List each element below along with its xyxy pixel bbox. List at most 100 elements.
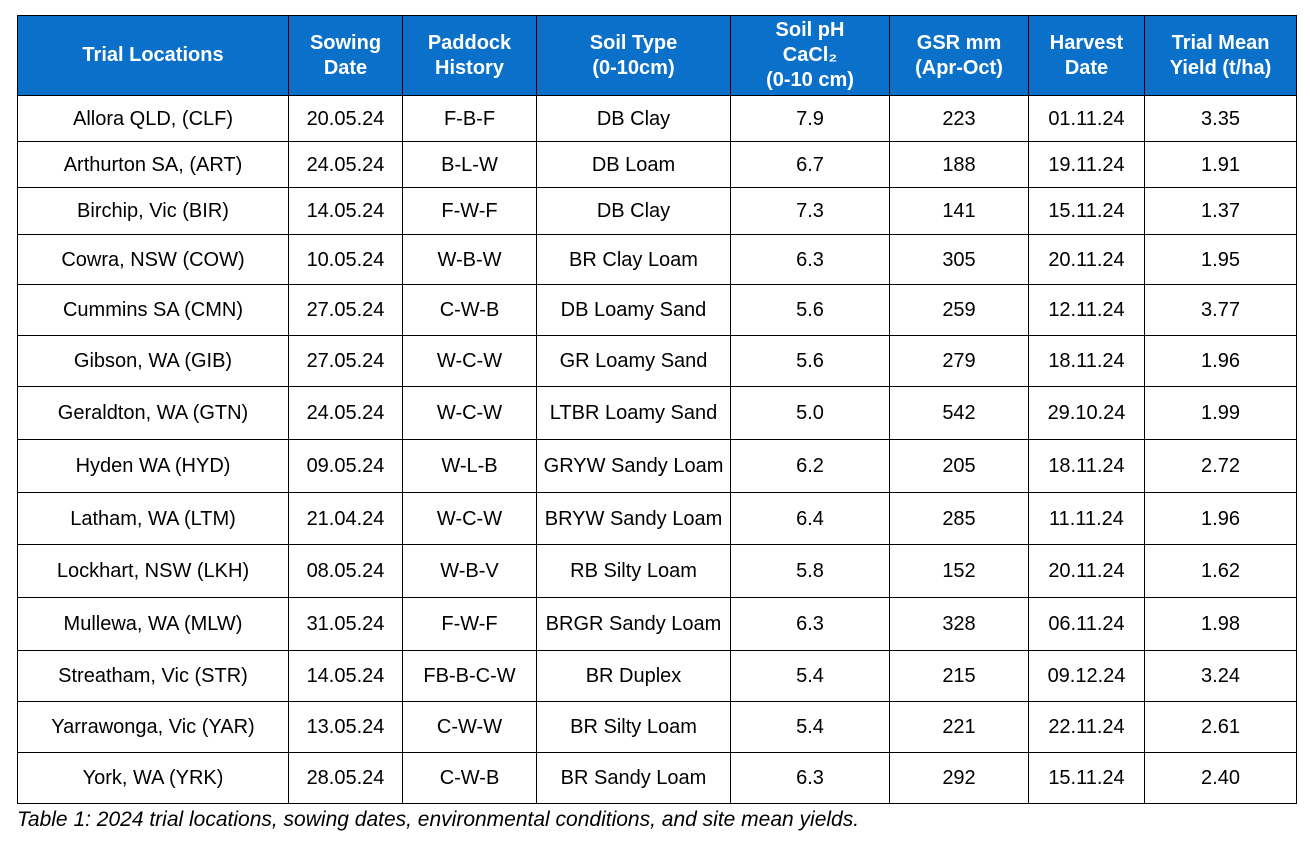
harvest-date-cell: 15.11.24 bbox=[1028, 752, 1145, 804]
header-line: (Apr-Oct) bbox=[915, 56, 1003, 79]
mean-yield-cell: 1.96 bbox=[1144, 492, 1297, 545]
gsr-cell: 205 bbox=[889, 439, 1029, 493]
harvest-date-cell: 12.11.24 bbox=[1028, 284, 1145, 336]
gsr-cell: 292 bbox=[889, 752, 1029, 804]
header-harvest-date: Harvest Date bbox=[1028, 15, 1145, 96]
mean-yield-cell: 3.77 bbox=[1144, 284, 1297, 336]
mean-yield-cell: 1.91 bbox=[1144, 141, 1297, 188]
location-cell: York, WA (YRK) bbox=[17, 752, 289, 804]
header-paddock-history: Paddock History bbox=[402, 15, 537, 96]
header-gsr: GSR mm (Apr-Oct) bbox=[889, 15, 1029, 96]
gsr-cell: 141 bbox=[889, 187, 1029, 235]
sowing-date-cell: 09.05.24 bbox=[288, 439, 403, 493]
mean-yield-cell: 1.62 bbox=[1144, 544, 1297, 598]
paddock-history-cell: F-W-F bbox=[402, 187, 537, 235]
gsr-cell: 223 bbox=[889, 95, 1029, 142]
soil-ph-cell: 6.4 bbox=[730, 492, 890, 545]
header-line: Sowing bbox=[309, 31, 382, 54]
location-cell: Lockhart, NSW (LKH) bbox=[17, 544, 289, 598]
sowing-date-cell: 28.05.24 bbox=[288, 752, 403, 804]
soil-type-cell: GR Loamy Sand bbox=[536, 335, 731, 387]
gsr-cell: 215 bbox=[889, 650, 1029, 702]
soil-type-cell: RB Silty Loam bbox=[536, 544, 731, 598]
gsr-cell: 279 bbox=[889, 335, 1029, 387]
header-line: GSR mm bbox=[916, 31, 1002, 54]
location-cell: Cummins SA (CMN) bbox=[17, 284, 289, 336]
paddock-history-cell: F-B-F bbox=[402, 95, 537, 142]
table-row: Birchip, Vic (BIR) 14.05.24 F-W-F DB Clay 7.… bbox=[17, 187, 1297, 235]
sowing-date-cell: 14.05.24 bbox=[288, 650, 403, 702]
location-cell: Arthurton SA, (ART) bbox=[17, 141, 289, 188]
soil-type-cell: GRYW Sandy Loam bbox=[536, 439, 731, 493]
mean-yield-cell: 1.95 bbox=[1144, 234, 1297, 285]
table-row: Cummins SA (CMN) 27.05.24 C-W-B DB Loamy Sa… bbox=[17, 284, 1297, 336]
mean-yield-cell: 1.99 bbox=[1144, 386, 1297, 440]
soil-type-cell: BR Sandy Loam bbox=[536, 752, 731, 804]
harvest-date-cell: 11.11.24 bbox=[1028, 492, 1145, 545]
mean-yield-cell: 3.24 bbox=[1144, 650, 1297, 702]
location-cell: Geraldton, WA (GTN) bbox=[17, 386, 289, 440]
harvest-date-cell: 20.11.24 bbox=[1028, 234, 1145, 285]
gsr-cell: 328 bbox=[889, 597, 1029, 651]
table-row: Gibson, WA (GIB) 27.05.24 W-C-W GR Loamy Sa… bbox=[17, 335, 1297, 387]
harvest-date-cell: 01.11.24 bbox=[1028, 95, 1145, 142]
header-line: (0-10 cm) bbox=[766, 69, 854, 91]
soil-type-cell: BR Clay Loam bbox=[536, 234, 731, 285]
soil-ph-cell: 6.3 bbox=[730, 234, 890, 285]
paddock-history-cell: W-B-W bbox=[402, 234, 537, 285]
sowing-date-cell: 27.05.24 bbox=[288, 335, 403, 387]
paddock-history-cell: W-C-W bbox=[402, 335, 537, 387]
soil-type-cell: BR Silty Loam bbox=[536, 701, 731, 753]
sowing-date-cell: 08.05.24 bbox=[288, 544, 403, 598]
location-cell: Yarrawonga, Vic (YAR) bbox=[17, 701, 289, 753]
gsr-cell: 305 bbox=[889, 234, 1029, 285]
harvest-date-cell: 22.11.24 bbox=[1028, 701, 1145, 753]
mean-yield-cell: 2.72 bbox=[1144, 439, 1297, 493]
soil-ph-cell: 7.9 bbox=[730, 95, 890, 142]
mean-yield-cell: 2.40 bbox=[1144, 752, 1297, 804]
harvest-date-cell: 19.11.24 bbox=[1028, 141, 1145, 188]
gsr-cell: 259 bbox=[889, 284, 1029, 336]
header-line: Soil Type bbox=[589, 31, 678, 54]
sowing-date-cell: 31.05.24 bbox=[288, 597, 403, 651]
location-cell: Streatham, Vic (STR) bbox=[17, 650, 289, 702]
location-cell: Hyden WA (HYD) bbox=[17, 439, 289, 493]
location-cell: Gibson, WA (GIB) bbox=[17, 335, 289, 387]
sowing-date-cell: 13.05.24 bbox=[288, 701, 403, 753]
paddock-history-cell: W-B-V bbox=[402, 544, 537, 598]
table-row: Hyden WA (HYD) 09.05.24 W-L-B GRYW Sandy Lo… bbox=[17, 439, 1297, 493]
harvest-date-cell: 18.11.24 bbox=[1028, 335, 1145, 387]
paddock-history-cell: W-L-B bbox=[402, 439, 537, 493]
location-cell: Mullewa, WA (MLW) bbox=[17, 597, 289, 651]
paddock-history-cell: C-W-B bbox=[402, 284, 537, 336]
mean-yield-cell: 1.96 bbox=[1144, 335, 1297, 387]
sowing-date-cell: 20.05.24 bbox=[288, 95, 403, 142]
sowing-date-cell: 27.05.24 bbox=[288, 284, 403, 336]
harvest-date-cell: 20.11.24 bbox=[1028, 544, 1145, 598]
table-row: Mullewa, WA (MLW) 31.05.24 F-W-F BRGR Sandy… bbox=[17, 597, 1297, 651]
paddock-history-cell: B-L-W bbox=[402, 141, 537, 188]
location-cell: Cowra, NSW (COW) bbox=[17, 234, 289, 285]
soil-ph-cell: 5.4 bbox=[730, 701, 890, 753]
table-row: Lockhart, NSW (LKH) 08.05.24 W-B-V RB Silty… bbox=[17, 544, 1297, 598]
header-line: Trial Locations bbox=[82, 44, 224, 66]
soil-type-cell: BRGR Sandy Loam bbox=[536, 597, 731, 651]
soil-type-cell: LTBR Loamy Sand bbox=[536, 386, 731, 440]
harvest-date-cell: 29.10.24 bbox=[1028, 386, 1145, 440]
soil-type-cell: DB Loam bbox=[536, 141, 731, 188]
paddock-history-cell: C-W-B bbox=[402, 752, 537, 804]
gsr-cell: 221 bbox=[889, 701, 1029, 753]
soil-type-cell: DB Clay bbox=[536, 187, 731, 235]
header-line: Date bbox=[1064, 56, 1109, 79]
mean-yield-cell: 1.37 bbox=[1144, 187, 1297, 235]
paddock-history-cell: C-W-W bbox=[402, 701, 537, 753]
header-line: Soil pH bbox=[775, 19, 845, 41]
soil-type-cell: BR Duplex bbox=[536, 650, 731, 702]
gsr-cell: 188 bbox=[889, 141, 1029, 188]
location-cell: Allora QLD, (CLF) bbox=[17, 95, 289, 142]
soil-ph-cell: 5.4 bbox=[730, 650, 890, 702]
harvest-date-cell: 18.11.24 bbox=[1028, 439, 1145, 493]
header-soil-type: Soil Type (0-10cm) bbox=[536, 15, 731, 96]
paddock-history-cell: F-W-F bbox=[402, 597, 537, 651]
sowing-date-cell: 10.05.24 bbox=[288, 234, 403, 285]
